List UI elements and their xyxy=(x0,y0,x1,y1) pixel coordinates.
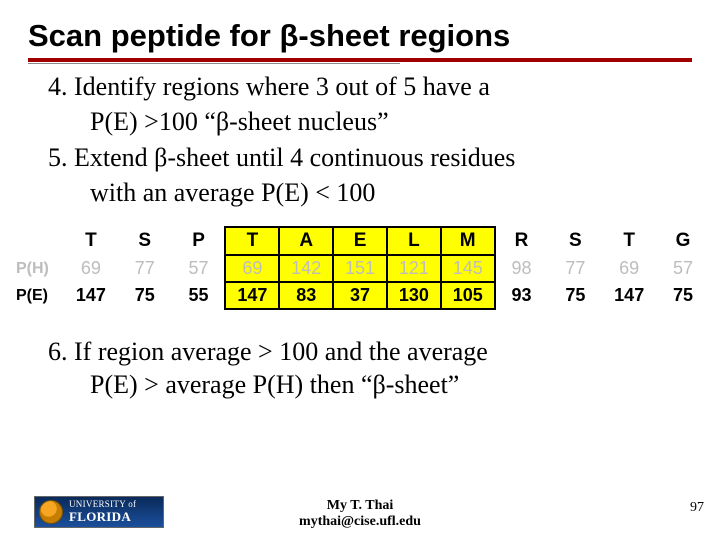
pe-cell: 147 xyxy=(64,282,118,309)
pe-cell: 75 xyxy=(656,282,710,309)
pe-cell: 75 xyxy=(118,282,172,309)
logo-line1: UNIVERSITY of xyxy=(69,499,136,509)
slide-title: Scan peptide for β-sheet regions xyxy=(28,18,692,56)
ph-cell: 121 xyxy=(387,255,441,282)
ph-row: P(H) 69 77 57 69 142 151 121 145 98 77 6… xyxy=(10,255,710,282)
author-email: mythai@cise.ufl.edu xyxy=(299,514,421,530)
residue-cell: T xyxy=(225,227,279,255)
ph-cell: 57 xyxy=(172,255,226,282)
ph-cell: 57 xyxy=(656,255,710,282)
ph-label: P(H) xyxy=(10,255,64,282)
residue-cell: M xyxy=(441,227,495,255)
step-6-line2: P(E) > average P(H) then “β-sheet” xyxy=(48,368,692,401)
step-5-line2: with an average P(E) < 100 xyxy=(48,176,692,209)
step-4-line2: P(E) >100 “β-sheet nucleus” xyxy=(48,105,692,138)
pe-cell: 75 xyxy=(548,282,602,309)
residue-cell: R xyxy=(495,227,549,255)
ph-cell: 142 xyxy=(279,255,333,282)
author-name: My T. Thai xyxy=(299,498,421,514)
pe-cell: 147 xyxy=(225,282,279,309)
ph-cell: 69 xyxy=(602,255,656,282)
title-underline xyxy=(28,58,692,64)
ph-cell: 69 xyxy=(64,255,118,282)
residue-cell: T xyxy=(64,227,118,255)
residue-cell: E xyxy=(333,227,387,255)
pe-cell: 83 xyxy=(279,282,333,309)
ph-cell: 145 xyxy=(441,255,495,282)
residue-cell: A xyxy=(279,227,333,255)
pe-row: P(E) 147 75 55 147 83 37 130 105 93 75 1… xyxy=(10,282,710,309)
residue-cell: T xyxy=(602,227,656,255)
residue-cell: S xyxy=(548,227,602,255)
residue-cell: S xyxy=(118,227,172,255)
uf-logo: UNIVERSITY of FLORIDA xyxy=(34,496,164,528)
pe-cell: 130 xyxy=(387,282,441,309)
step-4-line1: 4. Identify regions where 3 out of 5 hav… xyxy=(48,70,692,103)
step-5-line1: 5. Extend β-sheet until 4 continuous res… xyxy=(48,141,692,174)
steps-block-1: 4. Identify regions where 3 out of 5 hav… xyxy=(28,70,692,209)
sequence-table: T S P T A E L M R S T G P(H) 69 xyxy=(10,227,710,309)
ph-cell: 151 xyxy=(333,255,387,282)
pe-label: P(E) xyxy=(10,282,64,309)
ph-cell: 77 xyxy=(118,255,172,282)
residue-row: T S P T A E L M R S T G xyxy=(10,227,710,255)
logo-line2: FLORIDA xyxy=(69,510,136,524)
pe-cell: 105 xyxy=(441,282,495,309)
pe-cell: 93 xyxy=(495,282,549,309)
ph-cell: 69 xyxy=(225,255,279,282)
residue-cell: L xyxy=(387,227,441,255)
residue-cell: G xyxy=(656,227,710,255)
steps-block-2: 6. If region average > 100 and the avera… xyxy=(28,335,692,402)
pe-cell: 147 xyxy=(602,282,656,309)
ph-cell: 98 xyxy=(495,255,549,282)
residue-cell: P xyxy=(172,227,226,255)
step-6-line1: 6. If region average > 100 and the avera… xyxy=(48,335,692,368)
uf-logo-text: UNIVERSITY of FLORIDA xyxy=(69,500,136,523)
uf-seal-icon xyxy=(39,500,63,524)
pe-cell: 37 xyxy=(333,282,387,309)
page-number: 97 xyxy=(690,500,704,516)
sequence-table-wrap: T S P T A E L M R S T G P(H) 69 xyxy=(0,227,720,309)
ph-cell: 77 xyxy=(548,255,602,282)
pe-cell: 55 xyxy=(172,282,226,309)
footer-center: My T. Thai mythai@cise.ufl.edu xyxy=(299,498,421,530)
